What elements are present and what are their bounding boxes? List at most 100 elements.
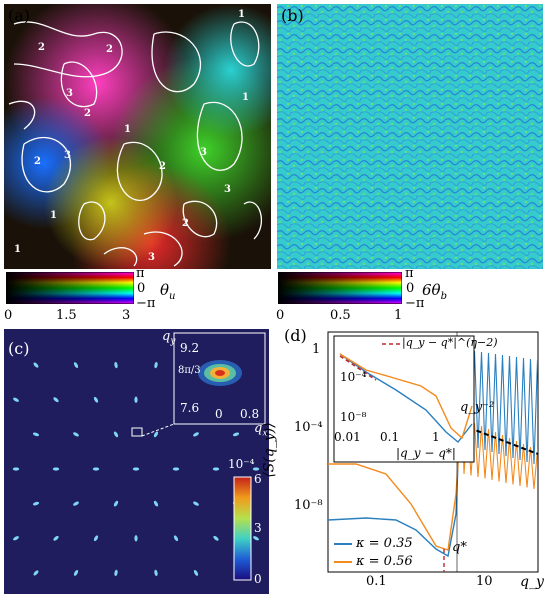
qy-2-fit-line: [453, 421, 539, 455]
bragg-peak: [113, 431, 119, 438]
contour-label: 2: [34, 156, 41, 167]
bragg-peak: [93, 396, 99, 403]
bragg-peak: [53, 397, 59, 403]
panel-d-xlabel: q_y: [520, 574, 544, 590]
inset-c-ylabel: qy: [162, 329, 175, 347]
bragg-peak: [132, 467, 140, 471]
series-k035-line: [327, 363, 463, 558]
contour-label: 2: [106, 44, 113, 55]
inset-d-xtick: 0.01: [334, 430, 361, 444]
panel-d: (d) ⟨S(q_y)⟩ 1 10⁻⁴ 10⁻⁸ 0.1 10 q_y q_y⁻…: [262, 324, 546, 598]
contour-lines: [8, 21, 263, 267]
colorbar-b-tick: 0.5: [330, 308, 351, 323]
inset-c-xlabel: qx: [254, 421, 267, 439]
panel-d-ytick: 10⁻⁸: [294, 498, 323, 513]
colorbar-a-top-label: π: [136, 266, 145, 281]
colorbar-b-mid-label: 0: [406, 281, 415, 296]
inset-c-xlabel-main: q: [254, 421, 263, 436]
contour-label: 3: [148, 252, 155, 263]
contour-label: 1: [50, 210, 57, 221]
bragg-peak: [134, 535, 138, 542]
contour-label: 3: [200, 147, 207, 158]
inset-d-xlabel: |q_y − q*|: [396, 446, 456, 460]
bragg-peak: [73, 362, 79, 368]
bragg-peak: [193, 501, 199, 506]
colorbar-a-symbol-sub: u: [169, 291, 176, 302]
panel-a-letter: (a): [8, 6, 31, 25]
inset-d-frame: [333, 335, 475, 463]
inset-d-ytick: 10⁻⁸: [340, 410, 367, 424]
colorbar-a-symbol-main: θ: [160, 281, 170, 299]
bragg-peak: [52, 467, 60, 471]
contour-label: 3: [66, 88, 73, 99]
colorbar-a-gradient: [5, 271, 135, 305]
contour-label: 3: [64, 150, 71, 161]
colorbar-b-symbol-main: 6θ: [422, 281, 441, 299]
panel-d-ylabel: ⟨S(q_y)⟩: [261, 422, 278, 478]
bragg-peak: [33, 570, 39, 576]
bragg-peak: [173, 535, 179, 542]
panel-d-ytick: 10⁻⁴: [294, 420, 323, 435]
bragg-peak: [212, 467, 220, 471]
inset-d-fit-line: [339, 355, 377, 381]
colorbar-a-symbol: θu: [160, 281, 175, 302]
legend-label-k056: κ = 0.56: [356, 554, 413, 569]
bragg-peak: [73, 570, 79, 576]
inset-series-k056-line: [339, 353, 473, 440]
inset-c-ytick: 9.2: [180, 341, 200, 355]
bragg-peak: [134, 396, 138, 403]
bragg-peak: [32, 501, 40, 506]
contour-label: 2: [84, 108, 91, 119]
contour-label: 1: [242, 92, 249, 103]
colorbar-b-tick: 0: [276, 308, 285, 323]
zoom-connector: [141, 423, 175, 437]
contour-label: 1: [238, 9, 245, 20]
colorbar-c-tick: 0: [254, 572, 262, 586]
colorbar-b-bottom-label: −π: [405, 296, 425, 311]
bragg-peak: [73, 432, 79, 437]
legend-label-k035: κ = 0.35: [356, 536, 413, 551]
bragg-peak: [154, 569, 158, 577]
bragg-peak: [32, 432, 40, 437]
panel-b: (b): [277, 4, 543, 269]
structure-factor-plot: [327, 331, 539, 573]
bragg-peak: [114, 569, 118, 577]
colorbar-b-tick: 1: [394, 308, 403, 323]
panel-a: (a) 1 2 2 3 2 3 2 3 1 1 2 3 2 1 3 1: [4, 4, 271, 269]
inset-c-ytick: 7.6: [180, 401, 200, 415]
bragg-peak: [193, 432, 199, 437]
inset-d-xtick: 1: [432, 430, 440, 444]
contour-label: 2: [38, 42, 45, 53]
bragg-peak: [12, 467, 20, 471]
panel-c: (c) qy 9.2 8π/3 7.6 0 0.8 qx 10⁻⁴ 6 3 0: [4, 329, 269, 594]
panel-d-ytick: 1: [312, 342, 321, 357]
bragg-peak: [213, 535, 219, 541]
annotation-qstar: q*: [452, 540, 467, 555]
bragg-peak: [193, 570, 199, 576]
colorbar-a-bottom-label: −π: [136, 296, 156, 311]
annotation-qy-2: q_y⁻²: [460, 400, 495, 415]
panel-d-letter: (d): [284, 326, 307, 345]
panel-d-xtick: 10: [476, 574, 493, 589]
inset-c-ylabel-sub: y: [170, 336, 176, 347]
structure-factor-map: [4, 329, 269, 594]
bragg-peak: [113, 500, 119, 507]
bragg-peak: [114, 361, 118, 369]
inset-c-xtick: 0: [215, 407, 223, 421]
inset-series-k035-line: [339, 353, 473, 444]
bragg-peak: [13, 536, 19, 541]
colorbar-a-tick: 3: [122, 308, 131, 323]
bragg-peak: [253, 536, 259, 541]
contour-label: 2: [159, 161, 166, 172]
bragg-peak: [153, 500, 159, 507]
bragg-peak: [53, 535, 59, 541]
bragg-peak: [13, 397, 19, 402]
colorbar-a-mid-label: 0: [137, 281, 146, 296]
inset-c-ylabel-main: q: [162, 329, 171, 344]
contour-label: 1: [124, 124, 131, 135]
bragg-peak: [33, 362, 39, 368]
series-k056-line: [328, 403, 463, 551]
inset-peak-center: [215, 370, 225, 376]
bragg-peak: [232, 432, 240, 437]
colorbar-c-exponent: 10⁻⁴: [228, 457, 255, 471]
